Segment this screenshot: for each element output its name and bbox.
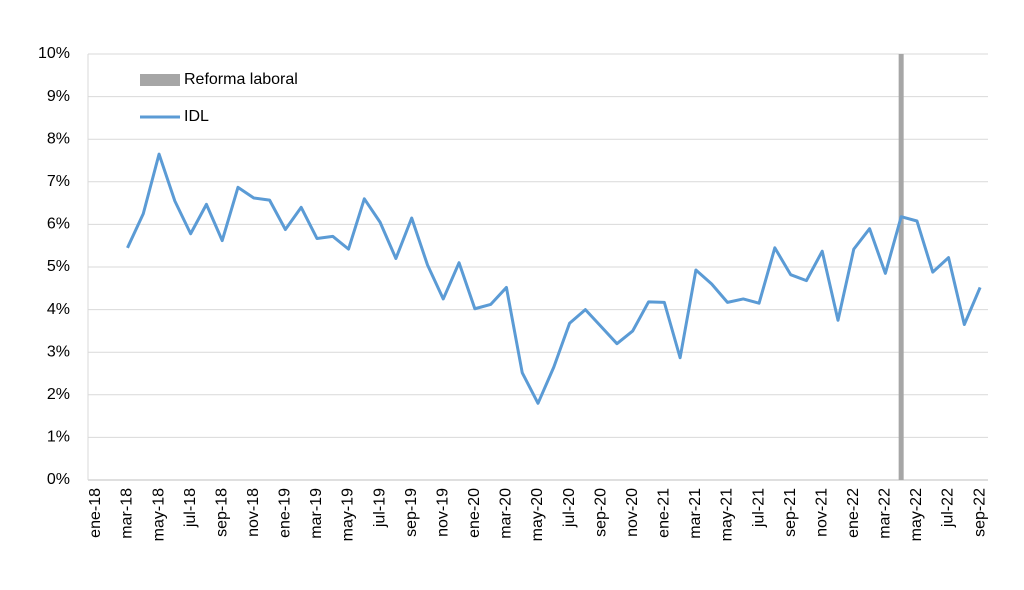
x-tick-label: ene-19 (277, 488, 294, 538)
x-tick-label: sep-22 (971, 488, 988, 537)
y-tick-label: 0% (47, 471, 70, 488)
x-tick-label: jul-22 (940, 488, 957, 528)
x-tick-label: may-18 (150, 488, 167, 541)
x-tick-label: ene-21 (656, 488, 673, 538)
x-tick-label: sep-21 (782, 488, 799, 537)
x-tick-label: jul-19 (371, 488, 388, 528)
x-tick-label: ene-18 (87, 488, 104, 538)
x-tick-label: may-22 (908, 488, 925, 541)
x-tick-label: jul-18 (182, 488, 199, 528)
x-tick-label: mar-18 (119, 488, 136, 539)
x-tick-label: nov-21 (813, 488, 830, 537)
y-tick-label: 4% (47, 301, 70, 318)
x-tick-label: nov-20 (624, 488, 641, 537)
x-tick-label: may-20 (529, 488, 546, 541)
x-tick-label: jul-21 (750, 488, 767, 528)
y-tick-label: 2% (47, 386, 70, 403)
x-tick-label: may-21 (719, 488, 736, 541)
y-tick-label: 6% (47, 216, 70, 233)
x-tick-label: ene-22 (845, 488, 862, 538)
line (126, 152, 982, 405)
x-tick-label: jul-20 (561, 488, 578, 528)
legend-label: Reforma laboral (184, 71, 298, 88)
x-tick-label: ene-20 (466, 488, 483, 538)
x-tick-label: mar-22 (877, 488, 894, 539)
bar (898, 54, 904, 480)
y-tick-label: 3% (47, 343, 70, 360)
y-tick-label: 9% (47, 88, 70, 105)
x-tick-label: nov-19 (434, 488, 451, 537)
x-tick-label: mar-21 (687, 488, 704, 539)
x-tick-label: sep-19 (403, 488, 420, 537)
x-tick-label: sep-18 (213, 488, 230, 537)
y-tick-label: 1% (47, 429, 70, 446)
x-tick-label: mar-19 (308, 488, 325, 539)
x-tick-label: nov-18 (245, 488, 262, 537)
y-tick-label: 10% (38, 45, 70, 62)
y-tick-label: 5% (47, 258, 70, 275)
legend-label: IDL (184, 108, 209, 125)
x-tick-label: mar-20 (498, 488, 515, 539)
x-tick-label: may-19 (340, 488, 357, 541)
x-tick-label: sep-20 (592, 488, 609, 537)
legend-swatch (140, 74, 180, 86)
y-tick-label: 8% (47, 130, 70, 147)
y-tick-label: 7% (47, 173, 70, 190)
